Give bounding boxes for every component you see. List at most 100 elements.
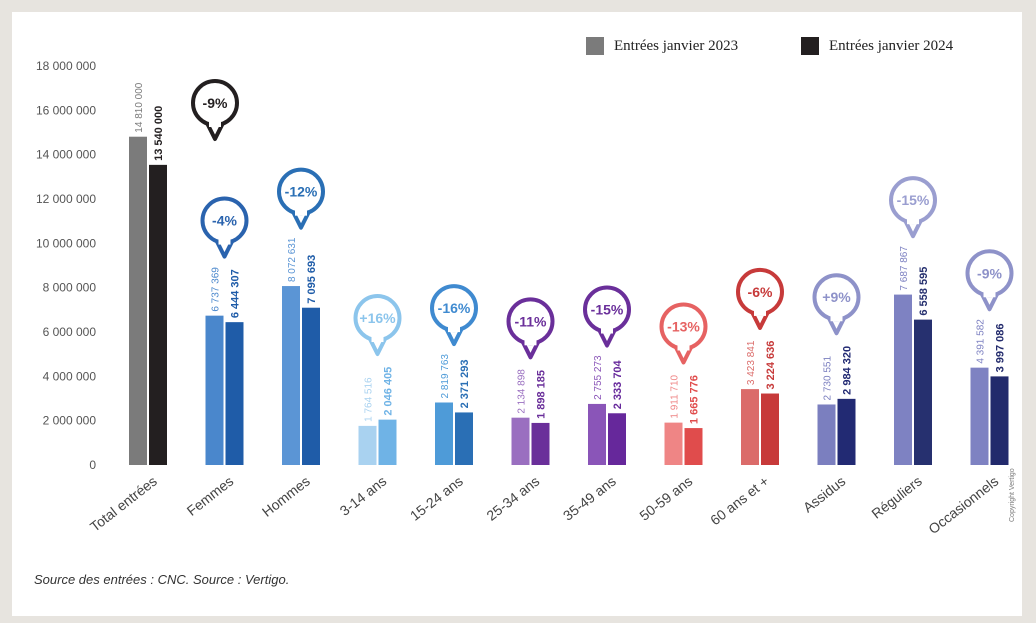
legend-swatch-2023 <box>586 37 604 55</box>
value-label-2024: 13 540 000 <box>153 106 165 161</box>
category-label: 15-24 ans <box>407 473 466 524</box>
y-tick-label: 16 000 000 <box>36 103 96 117</box>
bar-2023 <box>129 136 147 465</box>
category-label: Occasionnels <box>925 473 1001 537</box>
value-label-2023: 8 072 631 <box>287 237 298 282</box>
y-tick-label: 18 000 000 <box>36 59 96 73</box>
value-label-2024: 3 224 636 <box>765 341 777 390</box>
value-label-2023: 1 764 516 <box>364 377 375 422</box>
change-label: -15% <box>591 302 624 318</box>
value-label-2023: 1 911 710 <box>670 374 681 418</box>
bar-2024 <box>149 164 167 465</box>
bar-2023 <box>817 404 836 465</box>
change-label: -11% <box>515 313 547 329</box>
value-label-2023: 2 730 551 <box>823 356 834 401</box>
value-label-2024: 2 371 293 <box>459 359 471 408</box>
bar-2023 <box>664 422 683 465</box>
legend-item-2023: Entrées janvier 2023 <box>586 37 738 55</box>
bar-2024 <box>378 419 397 465</box>
category-label: 50-59 ans <box>636 473 695 524</box>
bar-2024 <box>837 398 856 465</box>
change-label: +16% <box>359 310 396 326</box>
bar-2023 <box>970 367 989 465</box>
bar-2024 <box>761 393 779 465</box>
bar-2024 <box>914 319 932 465</box>
bubble-joint <box>524 337 537 346</box>
value-label-2024: 2 046 405 <box>383 367 395 416</box>
value-label-2024: 6 558 595 <box>918 267 930 316</box>
bar-2024 <box>302 307 320 465</box>
bubble-joint <box>601 325 613 334</box>
change-label: -6% <box>748 284 773 300</box>
y-tick-label: 2 000 000 <box>43 414 97 428</box>
category-label: Assidus <box>800 473 848 516</box>
category-label: Total entrées <box>87 473 160 535</box>
bar-2023 <box>894 294 912 465</box>
bar-2024 <box>684 428 703 465</box>
y-tick-label: 8 000 000 <box>43 281 97 295</box>
value-label-2024: 3 997 086 <box>995 323 1007 372</box>
value-label-2024: 2 333 704 <box>612 359 624 409</box>
value-label-2023: 2 819 763 <box>440 354 451 399</box>
bar-2024 <box>990 376 1009 465</box>
bubble-joint <box>371 334 384 343</box>
legend-label-2023: Entrées janvier 2023 <box>614 37 739 54</box>
y-tick-label: 0 <box>89 458 96 472</box>
value-label-2024: 1 898 185 <box>536 370 548 419</box>
category-label: Femmes <box>184 473 237 519</box>
copyright-label: Copyright Vertigo <box>1009 468 1016 522</box>
y-tick-label: 14 000 000 <box>36 148 96 162</box>
value-label-2023: 14 810 000 <box>134 82 145 132</box>
bar-2023 <box>282 286 300 465</box>
bubble-joint <box>830 313 843 322</box>
bar-2024 <box>225 322 244 465</box>
legend-label-2024: Entrées janvier 2024 <box>829 37 954 54</box>
bubble-joint <box>677 342 690 351</box>
value-label-2024: 6 444 307 <box>230 269 242 318</box>
change-label: +9% <box>822 289 851 305</box>
legend-swatch-2024 <box>801 37 819 55</box>
change-label: -13% <box>667 318 700 334</box>
y-tick-label: 12 000 000 <box>36 192 96 206</box>
value-label-2023: 2 134 898 <box>517 369 528 414</box>
change-label: -9% <box>977 265 1002 281</box>
bubble-joint <box>448 324 460 333</box>
bubble-joint <box>754 307 766 316</box>
bubble-joint <box>295 207 307 216</box>
y-tick-label: 10 000 000 <box>36 236 96 250</box>
category-label: 60 ans et + <box>707 473 772 529</box>
value-label-2024: 7 095 693 <box>306 255 318 304</box>
category-label: 3-14 ans <box>337 473 390 519</box>
bar-2024 <box>608 413 626 465</box>
bar-2023 <box>511 417 530 465</box>
bar-2024 <box>531 422 550 465</box>
bar-2023 <box>435 402 453 465</box>
value-label-2023: 2 755 273 <box>593 355 604 400</box>
bar-chart: 0 2 000 000 4 000 000 6 000 000 8 000 000 10 … <box>36 59 1016 537</box>
change-label: -16% <box>438 300 471 316</box>
value-label-2024: 1 665 776 <box>689 375 701 424</box>
change-label: -15% <box>897 192 930 208</box>
value-label-2023: 3 423 841 <box>746 340 757 385</box>
chart-card: 0 2 000 000 4 000 000 6 000 000 8 000 000 10 … <box>12 12 1022 616</box>
change-label: -12% <box>285 184 318 200</box>
source-note: Source des entrées : CNC. Source : Verti… <box>34 572 290 587</box>
bar-2023 <box>741 389 759 465</box>
bubble-joint <box>209 119 221 127</box>
value-label-2023: 7 687 867 <box>899 246 910 291</box>
value-label-2023: 6 737 369 <box>211 267 222 312</box>
bar-2024 <box>455 412 473 465</box>
category-label: 35-49 ans <box>560 473 619 524</box>
y-tick-label: 4 000 000 <box>43 369 97 383</box>
change-label: -9% <box>203 95 228 111</box>
change-label: -4% <box>212 213 237 229</box>
value-label-2024: 2 984 320 <box>842 346 854 395</box>
y-tick-label: 6 000 000 <box>43 325 97 339</box>
value-label-2023: 4 391 582 <box>976 319 987 364</box>
bubble-joint <box>218 236 231 245</box>
bar-2023 <box>358 425 377 465</box>
bar-2023 <box>588 403 606 465</box>
category-label: 25-34 ans <box>483 473 542 524</box>
bubble-joint <box>907 216 919 225</box>
legend-item-2024: Entrées janvier 2024 <box>801 37 953 55</box>
